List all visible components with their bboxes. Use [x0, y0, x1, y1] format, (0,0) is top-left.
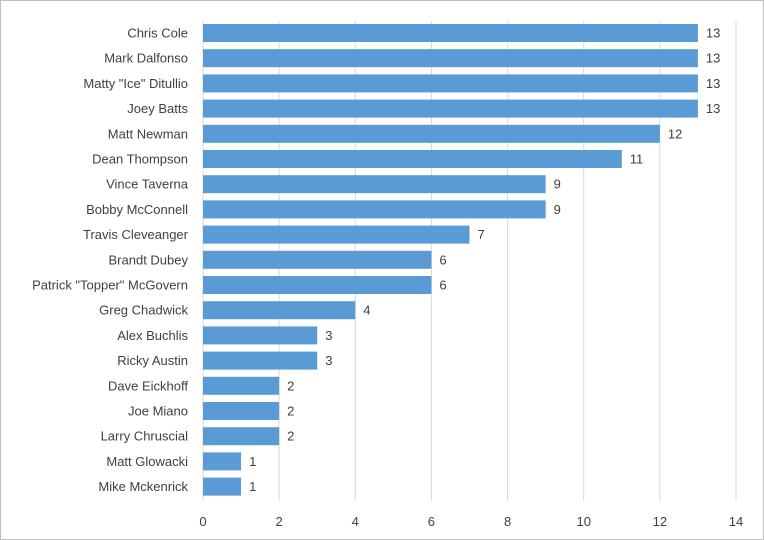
category-label: Larry Chruscial — [101, 429, 189, 444]
category-label: Matty "Ice" Ditullio — [83, 76, 188, 91]
bars — [203, 24, 698, 496]
data-label: 2 — [287, 404, 294, 419]
category-label: Travis Cleveanger — [83, 227, 189, 242]
category-label: Bobby McConnell — [86, 202, 188, 217]
data-label: 13 — [706, 76, 720, 91]
category-label: Chris Cole — [127, 26, 188, 41]
category-label: Vince Taverna — [106, 177, 189, 192]
data-label: 9 — [554, 177, 561, 192]
category-label: Joey Batts — [127, 101, 188, 116]
data-label: 6 — [439, 278, 446, 293]
bar — [203, 225, 470, 244]
bar — [203, 276, 432, 294]
data-label: 11 — [630, 152, 644, 167]
x-tick-label: 4 — [352, 514, 359, 529]
bar — [203, 74, 698, 93]
bar — [203, 326, 318, 345]
data-label: 7 — [478, 227, 485, 242]
x-tick-label: 0 — [199, 514, 206, 529]
category-label: Mike Mckenrick — [98, 479, 188, 494]
category-label: Dave Eickhoff — [108, 378, 188, 393]
data-label: 12 — [668, 126, 682, 141]
bar — [203, 250, 432, 269]
x-axis-ticks: 0 2 4 6 8 10 12 14 — [199, 514, 743, 529]
x-tick-label: 14 — [729, 514, 743, 529]
bar — [203, 402, 280, 420]
bar — [203, 99, 698, 118]
category-label: Matt Newman — [108, 126, 188, 141]
bar — [203, 427, 280, 446]
data-label: 1 — [249, 454, 256, 469]
bar — [203, 150, 622, 168]
bar — [203, 24, 698, 42]
category-labels: Chris Cole Mark Dalfonso Matty "Ice" Ditul… — [32, 26, 189, 495]
x-tick-label: 2 — [276, 514, 283, 529]
category-label: Greg Chadwick — [99, 303, 188, 318]
data-label: 4 — [363, 303, 370, 318]
category-label: Mark Dalfonso — [104, 51, 188, 66]
bar — [203, 477, 242, 496]
data-label: 9 — [554, 202, 561, 217]
bar — [203, 376, 280, 395]
x-tick-label: 10 — [576, 514, 590, 529]
data-label: 2 — [287, 378, 294, 393]
category-label: Dean Thompson — [92, 152, 188, 167]
data-label: 6 — [439, 252, 446, 267]
bar — [203, 452, 242, 471]
data-label: 2 — [287, 429, 294, 444]
category-label: Joe Miano — [128, 404, 188, 419]
data-label: 3 — [325, 328, 332, 343]
bar — [203, 351, 318, 370]
bar — [203, 49, 698, 68]
data-label: 13 — [706, 26, 720, 41]
category-label: Alex Buchlis — [117, 328, 188, 343]
category-label: Ricky Austin — [117, 353, 188, 368]
data-label: 13 — [706, 101, 720, 116]
data-label: 13 — [706, 51, 720, 66]
x-tick-label: 12 — [653, 514, 667, 529]
bar — [203, 124, 660, 143]
category-label: Matt Glowacki — [106, 454, 188, 469]
category-label: Patrick "Topper" McGovern — [32, 278, 188, 293]
bar — [203, 200, 546, 219]
category-label: Brandt Dubey — [109, 252, 189, 267]
x-tick-label: 8 — [504, 514, 511, 529]
x-tick-label: 6 — [428, 514, 435, 529]
bar — [203, 175, 546, 194]
data-label: 3 — [325, 353, 332, 368]
bar — [203, 301, 356, 320]
data-label: 1 — [249, 479, 256, 494]
